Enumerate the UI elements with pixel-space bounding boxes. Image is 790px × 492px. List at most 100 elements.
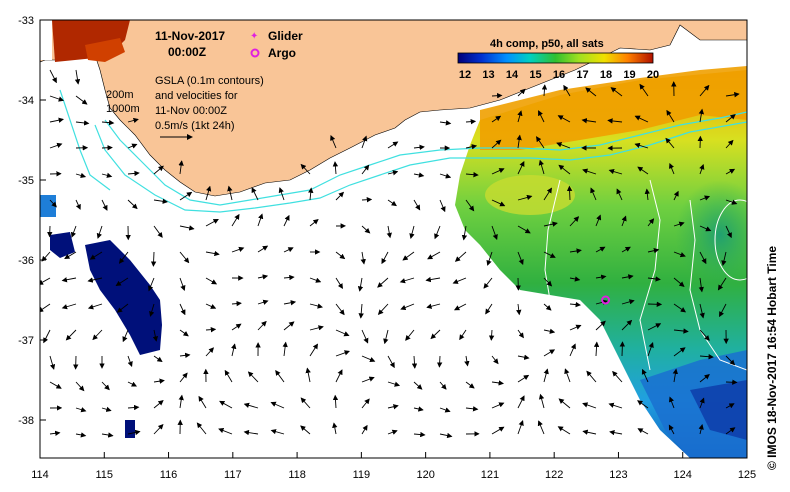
- velocity-arrow: [335, 191, 345, 201]
- velocity-arrow: [665, 137, 675, 149]
- velocity-arrow: [517, 88, 526, 97]
- velocity-arrow: [409, 225, 415, 239]
- velocity-arrow: [205, 185, 212, 201]
- velocity-arrow: [608, 402, 623, 409]
- colorbar-tick-label: 17: [576, 69, 588, 81]
- velocity-arrow: [610, 87, 623, 97]
- velocity-arrow: [557, 426, 571, 435]
- y-axis: -33 -34 -35 -36 -37 -38: [18, 15, 46, 427]
- velocity-arrow: [621, 319, 633, 331]
- velocity-arrow: [179, 191, 193, 201]
- velocity-arrow: [377, 303, 389, 315]
- velocity-arrow: [309, 343, 318, 357]
- velocity-arrow: [637, 428, 649, 435]
- velocity-arrow: [332, 422, 338, 435]
- velocity-arrow: [621, 246, 631, 253]
- velocity-arrow: [491, 199, 506, 207]
- velocity-arrow: [517, 354, 530, 360]
- velocity-arrow: [699, 303, 705, 319]
- velocity-arrow: [127, 429, 141, 436]
- velocity-arrow: [332, 394, 339, 409]
- velocity-arrow: [483, 277, 493, 289]
- x-axis: 114 115 116 117 118 119 120 121 122 123 124 125: [31, 452, 756, 481]
- sst-eddy: [675, 180, 747, 290]
- velocity-arrow: [127, 199, 138, 210]
- velocity-arrow: [541, 84, 548, 97]
- velocity-arrow: [590, 187, 597, 201]
- velocity-arrow: [725, 427, 736, 435]
- velocity-arrow: [150, 251, 157, 267]
- velocity-arrow: [413, 431, 426, 438]
- argo-float-marker[interactable]: [601, 295, 611, 305]
- velocity-arrow: [439, 381, 447, 390]
- velocity-arrow: [49, 95, 65, 102]
- velocity-arrow: [426, 303, 441, 309]
- velocity-arrow: [491, 139, 502, 149]
- velocity-arrow: [247, 371, 259, 383]
- bathy-200m: [104, 111, 747, 206]
- velocity-arrow: [270, 429, 285, 435]
- colorbar-tick-label: 16: [553, 69, 565, 81]
- velocity-arrow: [87, 277, 103, 283]
- velocity-arrow: [251, 187, 259, 201]
- velocity-arrow: [179, 329, 189, 337]
- velocity-arrow: [699, 251, 707, 265]
- velocity-arrow: [543, 221, 558, 227]
- velocity-arrow: [179, 303, 186, 316]
- velocity-arrow: [75, 381, 85, 392]
- velocity-arrow: [361, 164, 370, 175]
- velocity-arrow: [257, 274, 269, 280]
- x-tick-label: 124: [674, 469, 692, 481]
- velocity-arrow: [517, 329, 524, 339]
- gsla-contour-eddy: [714, 199, 747, 281]
- velocity-arrow: [538, 393, 545, 409]
- velocity-arrow: [101, 172, 113, 178]
- velocity-arrow: [127, 355, 133, 368]
- sst-west-blue-patch: [40, 195, 56, 217]
- velocity-arrow: [641, 368, 649, 383]
- velocity-arrow: [517, 225, 531, 234]
- x-tick-label: 117: [224, 469, 242, 481]
- velocity-arrow: [556, 142, 571, 149]
- velocity-arrow: [634, 115, 649, 123]
- velocity-arrow: [127, 404, 140, 411]
- velocity-arrow: [569, 343, 576, 357]
- velocity-arrow: [699, 225, 712, 232]
- velocity-arrow: [725, 114, 736, 123]
- velocity-arrow: [439, 120, 452, 126]
- velocity-arrow: [411, 355, 418, 369]
- velocity-arrow: [205, 250, 220, 257]
- x-tick-label: 121: [481, 469, 499, 481]
- velocity-arrow: [647, 218, 655, 227]
- velocity-arrow: [516, 134, 522, 149]
- velocity-arrow: [387, 404, 399, 410]
- velocity-arrow: [335, 251, 346, 260]
- velocity-arrow: [278, 187, 285, 201]
- y-tick-label: -33: [18, 15, 34, 27]
- velocity-arrow: [179, 352, 191, 359]
- velocity-arrow: [49, 199, 57, 208]
- velocity-arrow: [335, 350, 350, 357]
- velocity-arrow: [439, 407, 451, 413]
- velocity-arrow: [425, 276, 441, 283]
- velocity-arrow: [461, 225, 468, 241]
- velocity-arrow: [517, 251, 524, 266]
- velocity-arrow: [608, 168, 623, 175]
- velocity-arrow: [543, 277, 553, 287]
- velocity-arrow: [283, 274, 295, 281]
- velocity-arrow: [118, 251, 129, 264]
- velocity-arrow: [535, 136, 545, 149]
- velocity-arrow: [386, 225, 392, 239]
- velocity-arrow: [283, 214, 290, 227]
- x-tick-label: 120: [416, 469, 434, 481]
- velocity-arrow: [179, 277, 186, 291]
- sst-west-cold-patch-small: [50, 232, 75, 258]
- map-time: 00:00Z: [168, 45, 206, 59]
- velocity-arrow: [564, 368, 571, 383]
- velocity-arrow: [257, 299, 269, 305]
- x-tick-label: 116: [160, 469, 178, 481]
- velocity-arrow: [647, 323, 662, 331]
- velocity-arrow: [231, 300, 242, 307]
- velocity-arrow: [227, 185, 233, 201]
- velocity-arrow: [595, 299, 608, 305]
